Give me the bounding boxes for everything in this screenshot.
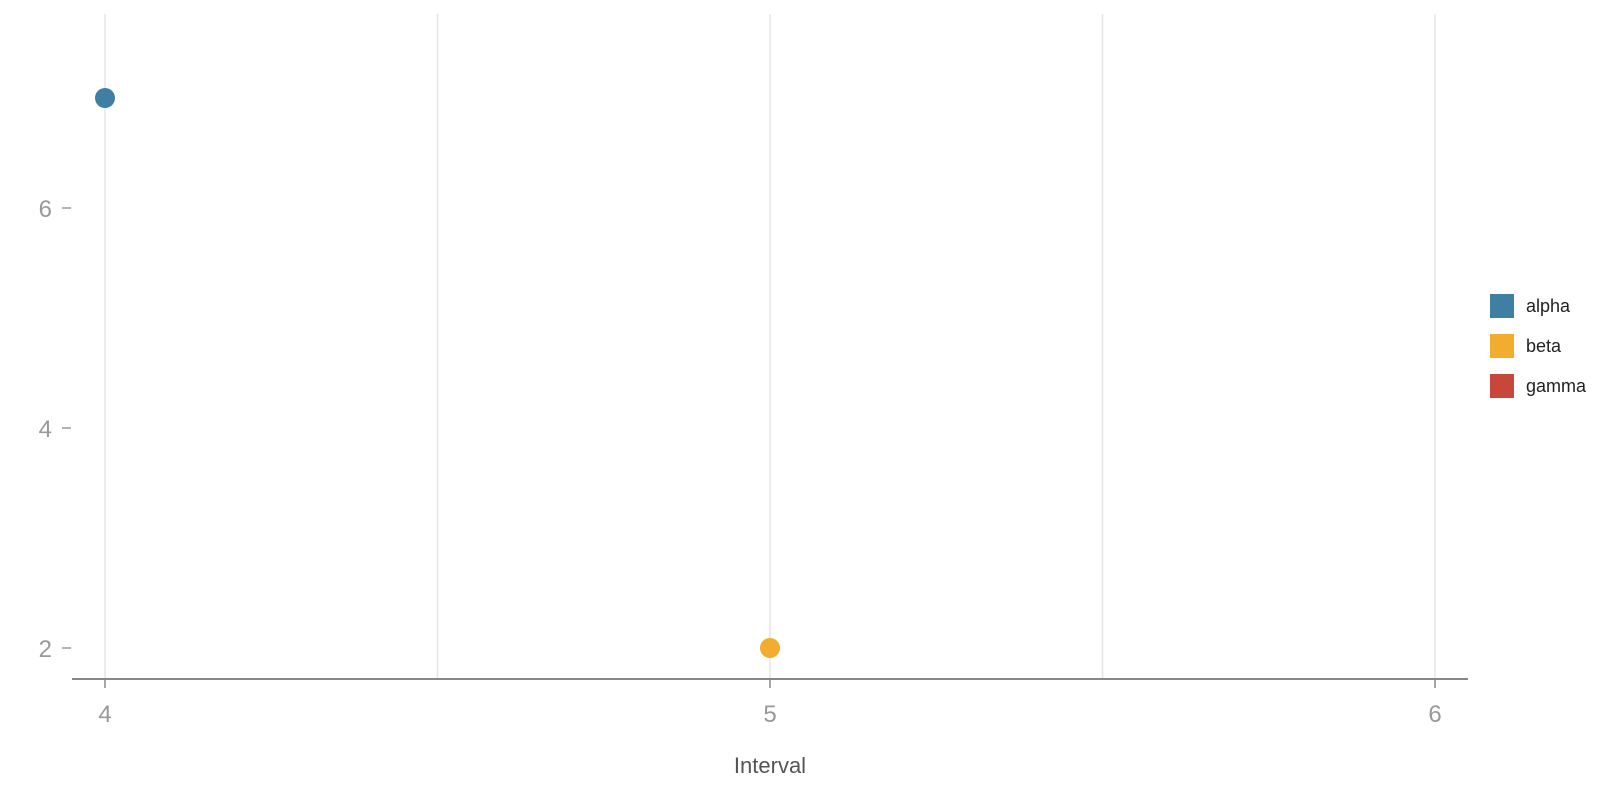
- x-tick-label: 4: [98, 701, 111, 728]
- legend-swatch-alpha: [1490, 294, 1514, 318]
- y-tick-label: 4: [39, 416, 52, 443]
- data-point-beta: [760, 638, 780, 658]
- x-axis: 4 5 6: [72, 678, 1468, 728]
- legend-swatch-beta: [1490, 334, 1514, 358]
- y-axis: 24681012: [39, 0, 71, 663]
- data-point-alpha: [95, 88, 115, 108]
- x-tick-label: 6: [1428, 701, 1441, 728]
- legend-label-alpha: alpha: [1526, 296, 1571, 316]
- y-tick-label: 6: [39, 196, 52, 223]
- x-tick-label: 5: [763, 701, 776, 728]
- legend: alpha beta gamma: [1490, 294, 1587, 398]
- grid-lines: [104, 14, 1436, 679]
- legend-label-gamma: gamma: [1526, 376, 1587, 396]
- legend-swatch-gamma: [1490, 374, 1514, 398]
- legend-label-beta: beta: [1526, 336, 1562, 356]
- y-tick-label: 8: [39, 0, 52, 3]
- x-axis-title: Interval: [734, 753, 806, 778]
- y-tick-label: 2: [39, 636, 52, 663]
- data-points: [95, 88, 780, 658]
